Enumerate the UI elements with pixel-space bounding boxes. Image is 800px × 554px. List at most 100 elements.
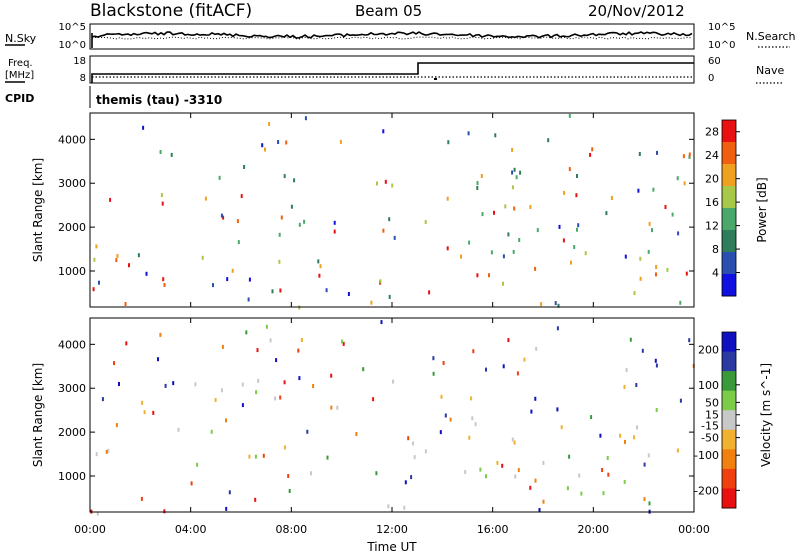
power-panel-frame [89,112,695,308]
range-gate-point [470,396,473,401]
range-gate-point [641,348,644,353]
range-gate-point [584,251,587,256]
y-tick-label: 4000 [58,338,86,351]
range-gate-point [160,193,163,198]
range-gate-point [601,468,604,472]
range-gate-point [651,228,653,233]
range-gate-point [116,254,119,258]
noise-search-line [91,36,693,40]
range-gate-point [142,125,145,130]
range-gate-point [93,257,96,262]
range-gate-point [254,454,257,459]
range-gate-point [493,210,495,215]
range-gate-point [240,194,243,199]
range-gate-point [392,379,395,384]
range-gate-point [636,425,638,430]
range-gate-point [479,467,482,472]
range-gate-point [512,249,515,254]
x-tick-label: 08:00 [275,523,307,536]
range-gate-point [424,220,427,224]
range-gate-point [682,154,685,159]
beam-label: Beam 05 [355,2,422,20]
range-gate-point [511,185,514,190]
range-gate-point [446,196,449,201]
range-gate-point [341,339,344,344]
range-gate-point [607,472,610,477]
range-gate-point [432,356,435,361]
range-gate-point [380,320,383,325]
y-tick-label: 1000 [58,470,86,483]
range-gate-point [95,452,98,457]
range-gate-point [145,271,148,276]
range-gate-point [624,439,626,444]
range-gate-point [623,384,626,389]
range-gate-point [676,176,679,181]
range-gate-point [95,244,98,249]
range-gate-point [504,204,507,209]
range-gate-point [288,489,291,493]
range-gate-point [96,511,99,516]
range-gate-point [221,344,224,349]
range-gate-point [278,259,281,264]
colorbar-tick-label: 200 [698,344,719,357]
range-gate-point [655,265,658,269]
velocity-panel-frame [89,317,695,513]
range-gate-point [109,197,112,202]
power-scatter [92,113,691,310]
colorbar-tick-label: 16 [705,196,719,209]
range-gate-point [655,408,658,412]
range-gate-point [547,138,550,143]
range-gate-point [679,300,682,305]
power-y-axis-label: Slant Range [km] [31,158,45,262]
freq-right-tick-bottom: 0 [708,73,714,84]
range-gate-point [254,497,257,502]
range-gate-point [591,147,594,152]
range-gate-point [625,368,628,373]
range-gate-point [474,422,477,427]
cpid-label: CPID [5,92,34,105]
range-gate-point [534,396,537,401]
range-gate-point [113,361,115,366]
range-gate-point [342,341,345,346]
range-gate-point [393,235,396,240]
noise-sky-line [91,31,693,48]
range-gate-point [201,255,204,260]
x-tick-label: 04:00 [175,523,207,536]
noise-search-label: N.Search [746,30,796,43]
range-gate-point [635,383,638,387]
range-gate-point [248,454,251,459]
range-gate-point [514,474,517,479]
range-gate-point [204,196,207,201]
range-gate-point [243,165,246,169]
range-gate-point [333,220,336,225]
range-gate-point [278,232,281,237]
range-gate-point [638,152,641,156]
range-gate-point [556,326,559,331]
range-gate-point [382,228,385,233]
range-gate-point [261,143,264,148]
range-gate-point [538,508,541,512]
range-gate-point [163,509,166,514]
colorbar-segment [722,449,736,470]
range-gate-point [275,358,278,363]
colorbar-segment [722,410,736,431]
range-gate-point [372,397,375,402]
range-gate-point [128,263,130,268]
range-gate-point [647,249,650,254]
velocity-scatter [90,320,695,516]
cpid-text: themis (tau) -3310 [96,93,222,107]
range-gate-point [410,475,413,480]
range-gate-point [563,190,566,195]
power-y-axis: 1000 2000 3000 4000 [58,133,694,278]
range-gate-point [444,413,447,418]
range-gate-point [137,253,140,258]
frequency-line [91,62,694,83]
range-gate-point [542,499,545,504]
range-gate-point [671,212,674,217]
colorbar-frame [721,331,737,509]
range-gate-point [262,453,265,458]
range-gate-point [283,380,286,385]
range-gate-point [471,416,474,421]
range-gate-point [376,181,378,186]
colorbar-segment [722,230,736,253]
